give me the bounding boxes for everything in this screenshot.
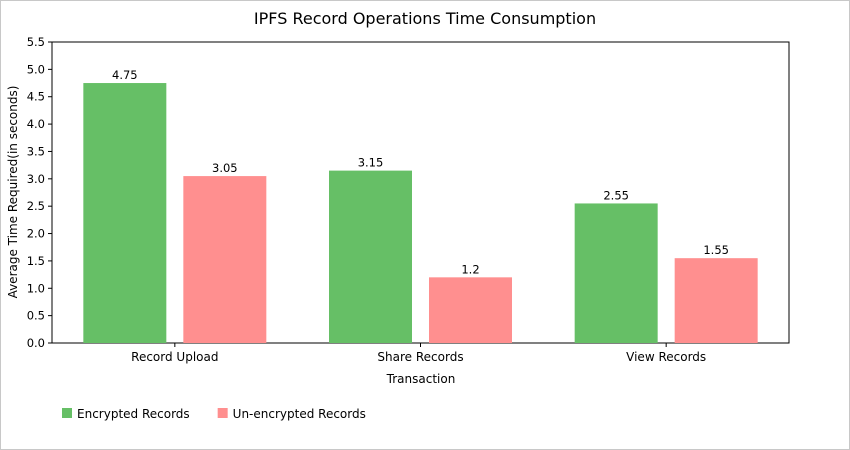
legend-swatch <box>62 408 72 418</box>
legend: Encrypted Records Un-encrypted Records <box>62 407 366 421</box>
y-tick-label: 4.5 <box>27 90 45 104</box>
data-label: 3.15 <box>358 156 384 170</box>
data-label: 1.55 <box>703 243 729 257</box>
bar <box>429 277 512 343</box>
bar <box>183 176 267 343</box>
x-axis-categories: Record Upload Share Records View Records <box>131 343 706 364</box>
data-label: 2.55 <box>603 188 629 202</box>
bars <box>83 83 758 343</box>
y-tick-label: 0.5 <box>27 309 45 323</box>
data-label: 4.75 <box>112 68 138 82</box>
y-tick-label: 2.0 <box>27 227 45 241</box>
y-tick-label: 5.0 <box>27 62 45 76</box>
legend-label: Encrypted Records <box>77 407 190 421</box>
x-tick-label: View Records <box>626 350 706 364</box>
legend-swatch <box>217 408 228 418</box>
data-label: 1.2 <box>461 262 479 276</box>
bar <box>329 170 412 343</box>
y-tick-label: 3.0 <box>27 172 45 186</box>
x-tick-label: Record Upload <box>131 350 218 364</box>
y-tick-label: 4.0 <box>27 117 45 131</box>
y-axis-title: Average Time Required(in seconds) <box>6 86 20 299</box>
bar <box>83 83 167 343</box>
y-tick-label: 1.5 <box>27 254 45 268</box>
y-tick-label: 0.0 <box>27 336 45 350</box>
bar <box>574 203 658 343</box>
data-labels: 4.75 3.05 3.15 1.2 2.55 1.55 <box>112 68 729 276</box>
legend-label: Un-encrypted Records <box>233 407 366 421</box>
x-axis-title: Transaction <box>386 372 456 386</box>
bar <box>674 258 758 343</box>
x-tick-label: Share Records <box>377 350 463 364</box>
chart-title: IPFS Record Operations Time Consumption <box>254 9 596 28</box>
y-tick-label: 2.5 <box>27 199 45 213</box>
data-label: 3.05 <box>212 161 238 175</box>
y-tick-label: 3.5 <box>27 144 45 158</box>
y-axis-ticks: 0.0 0.5 1.0 1.5 2.0 2.5 3.0 3.5 4.0 4.5 5.0 5.5 <box>27 35 52 350</box>
y-tick-label: 1.0 <box>27 281 45 295</box>
y-tick-label: 5.5 <box>27 35 45 49</box>
